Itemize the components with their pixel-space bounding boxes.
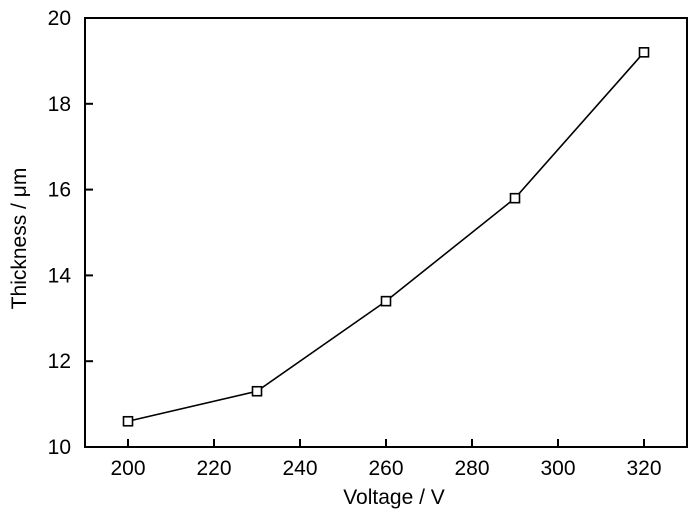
- y-tick-label: 16: [48, 179, 71, 202]
- x-tick-label: 220: [196, 457, 231, 480]
- data-point-marker: [380, 295, 392, 307]
- x-tick-label: 240: [282, 457, 317, 480]
- y-tick-label: 10: [48, 436, 71, 459]
- x-tick-label: 260: [368, 457, 403, 480]
- y-tick-label: 18: [48, 93, 71, 116]
- y-tick-label: 20: [48, 7, 71, 30]
- x-axis-title: Voltage / V: [343, 486, 445, 509]
- y-tick-label: 14: [48, 264, 72, 287]
- y-axis-title: Thickness / μm: [8, 168, 31, 310]
- data-point-marker: [122, 415, 134, 427]
- x-tick-label: 300: [540, 457, 575, 480]
- data-point-marker: [638, 47, 650, 58]
- y-tick-label: 12: [48, 350, 71, 373]
- plot-frame: [84, 17, 688, 448]
- x-tick-label: 280: [454, 457, 489, 480]
- x-tick-label: 200: [110, 457, 145, 480]
- data-point-marker: [251, 385, 263, 397]
- data-point-marker: [509, 192, 521, 204]
- x-tick-label: 320: [626, 457, 661, 480]
